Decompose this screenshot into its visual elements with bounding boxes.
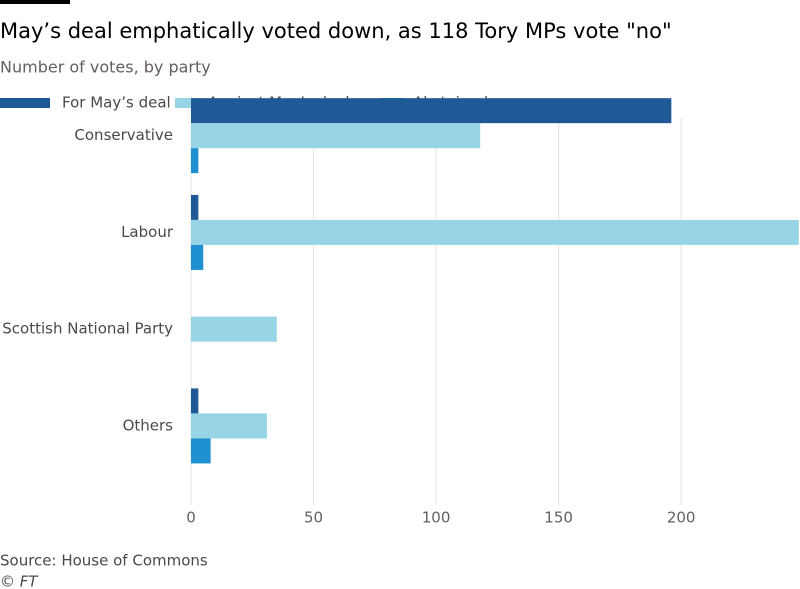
bar <box>191 98 672 124</box>
x-tick-label: 200 <box>667 509 696 527</box>
legend-swatch <box>0 98 50 108</box>
chart-title: May’s deal emphatically voted down, as 1… <box>0 19 672 43</box>
bar <box>191 194 199 220</box>
y-tick-label: Conservative <box>74 126 173 144</box>
bar <box>191 123 481 149</box>
bar <box>191 438 211 464</box>
x-tick-label: 100 <box>422 509 451 527</box>
x-tick-label: 150 <box>544 509 573 527</box>
brand-bar <box>0 0 70 4</box>
y-tick-label: Others <box>123 416 174 434</box>
x-tick-label: 50 <box>304 509 323 527</box>
bar <box>191 316 277 342</box>
source: Source: House of Commons <box>0 552 208 570</box>
bar <box>191 413 267 439</box>
chart-subtitle: Number of votes, by party <box>0 58 211 77</box>
credit: © FT <box>0 573 39 589</box>
bar <box>191 219 799 245</box>
bar <box>191 244 204 270</box>
bar <box>191 148 199 174</box>
x-tick-label: 0 <box>186 509 196 527</box>
legend-label: For May’s deal <box>62 94 171 112</box>
y-tick-label: Scottish National Party <box>2 320 173 338</box>
legend-swatch <box>175 98 200 108</box>
y-tick-label: Labour <box>121 223 174 241</box>
bar <box>191 388 199 414</box>
